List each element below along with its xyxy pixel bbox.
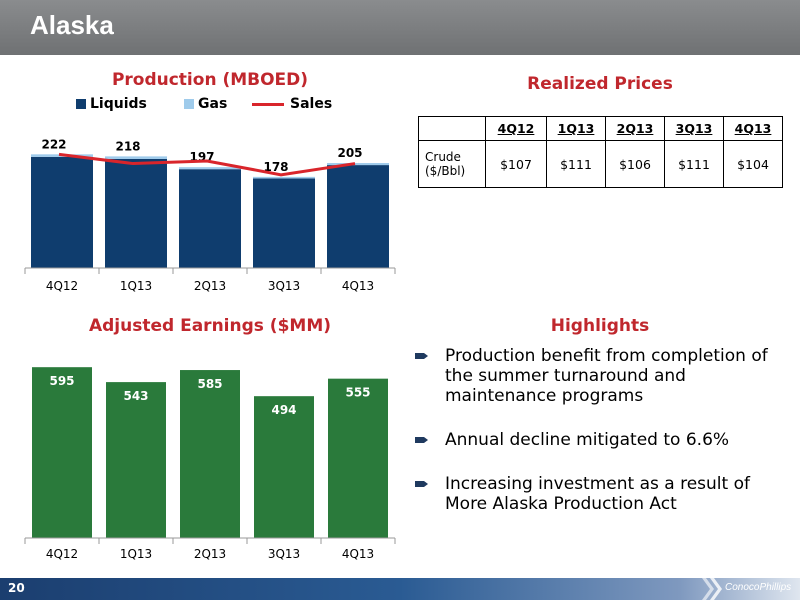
prices-col-header: 3Q13 xyxy=(664,116,724,141)
earnings-value-label: 543 xyxy=(123,389,148,403)
production-x-tick-label: 2Q13 xyxy=(194,279,226,293)
price-cell: $104 xyxy=(723,140,783,188)
liquids-swatch xyxy=(76,99,86,109)
arrow-bullet-icon xyxy=(415,353,428,359)
highlight-text: Production benefit from completion of th… xyxy=(445,346,768,406)
prices-col-header: 1Q13 xyxy=(546,116,606,141)
highlight-item: Increasing investment as a result of Mor… xyxy=(415,474,785,514)
prices-col-header: 4Q13 xyxy=(723,116,783,141)
price-cell: $107 xyxy=(485,140,547,188)
earnings-value-label: 585 xyxy=(197,377,222,391)
production-total-label: 222 xyxy=(41,137,66,151)
production-bar-gas xyxy=(179,167,241,170)
slide-title: Alaska xyxy=(30,10,114,40)
price-cell: $111 xyxy=(546,140,606,188)
production-x-tick-label: 3Q13 xyxy=(268,279,300,293)
footer-bar: 20 ConocoPhillips xyxy=(0,578,800,600)
earnings-chart-title: Adjusted Earnings ($MM) xyxy=(88,316,332,336)
page-number: 20 xyxy=(8,581,25,595)
legend-liquids-label: Liquids xyxy=(90,96,147,112)
production-total-label: 218 xyxy=(115,139,140,153)
earnings-bar xyxy=(254,396,314,538)
prices-corner-cell xyxy=(418,116,486,141)
sales-line-swatch xyxy=(252,102,284,106)
arrow-bullet-icon xyxy=(415,481,428,487)
production-bar-gas xyxy=(105,156,167,159)
earnings-bar xyxy=(180,370,240,538)
arrow-bullet-icon xyxy=(415,437,428,443)
production-x-tick-label: 1Q13 xyxy=(120,279,152,293)
title-bar: Alaska xyxy=(0,0,800,55)
production-bar-liquids xyxy=(253,178,315,268)
earnings-bar xyxy=(32,367,92,538)
prices-row-label: Crude ($/Bbl) xyxy=(418,140,486,188)
company-logo: ConocoPhillips xyxy=(725,582,792,593)
production-bar-liquids xyxy=(179,169,241,268)
earnings-x-tick-label: 3Q13 xyxy=(268,547,300,561)
highlight-item: Annual decline mitigated to 6.6% xyxy=(415,430,785,450)
production-chart-title: Production (MBOED) xyxy=(111,70,309,90)
prices-col-header: 2Q13 xyxy=(605,116,665,141)
highlight-text: Increasing investment as a result of Mor… xyxy=(445,474,750,514)
production-legend: Liquids Gas Sales xyxy=(76,96,376,116)
highlight-item: Production benefit from completion of th… xyxy=(415,346,785,406)
earnings-value-label: 555 xyxy=(345,386,370,400)
prices-crude-row: Crude ($/Bbl) $107 $111 $106 $111 $104 xyxy=(418,140,783,188)
production-bar-liquids xyxy=(327,165,389,268)
earnings-bar xyxy=(106,382,166,538)
price-cell: $111 xyxy=(664,140,724,188)
production-bar-gas xyxy=(327,163,389,166)
legend-sales: Sales xyxy=(252,96,332,112)
legend-gas: Gas xyxy=(184,96,227,112)
production-bar-liquids xyxy=(31,156,93,268)
gas-swatch xyxy=(184,99,194,109)
earnings-x-tick-label: 4Q12 xyxy=(46,547,78,561)
legend-liquids: Liquids xyxy=(76,96,147,112)
price-cell: $106 xyxy=(605,140,665,188)
production-bar-liquids xyxy=(105,158,167,268)
prices-header-row: 4Q12 1Q13 2Q13 3Q13 4Q13 xyxy=(418,116,783,141)
earnings-x-tick-label: 1Q13 xyxy=(120,547,152,561)
production-x-tick-label: 4Q13 xyxy=(342,279,374,293)
chevron-decoration-icon xyxy=(702,578,722,600)
production-total-label: 205 xyxy=(337,146,362,160)
earnings-x-tick-label: 2Q13 xyxy=(194,547,226,561)
earnings-x-tick-label: 4Q13 xyxy=(342,547,374,561)
realized-prices-table: 4Q12 1Q13 2Q13 3Q13 4Q13 Crude ($/Bbl) $… xyxy=(418,116,783,188)
production-total-label: 178 xyxy=(263,160,288,174)
earnings-value-label: 494 xyxy=(271,403,296,417)
production-x-tick-label: 4Q12 xyxy=(46,279,78,293)
legend-sales-label: Sales xyxy=(290,96,333,112)
highlights-title: Highlights xyxy=(550,316,650,336)
prices-col-header: 4Q12 xyxy=(485,116,547,141)
earnings-value-label: 595 xyxy=(49,374,74,388)
highlights-list: Production benefit from completion of th… xyxy=(415,346,785,538)
production-sales-line xyxy=(58,152,356,177)
highlight-text: Annual decline mitigated to 6.6% xyxy=(445,430,730,450)
production-bar-gas xyxy=(253,176,315,179)
legend-gas-label: Gas xyxy=(198,96,228,112)
earnings-bar xyxy=(328,378,388,538)
prices-title: Realized Prices xyxy=(527,74,673,94)
